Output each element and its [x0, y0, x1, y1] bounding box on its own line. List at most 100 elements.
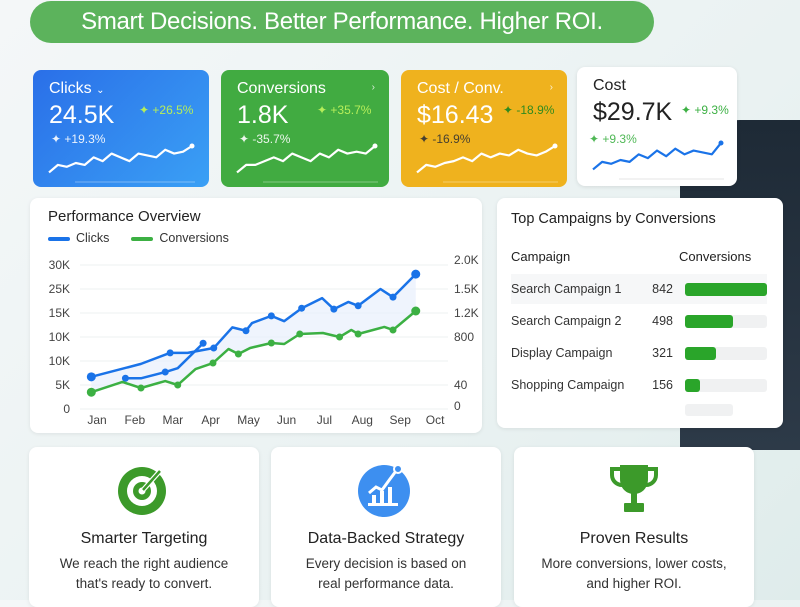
kpi-clicks[interactable]: Clicks ⌄ 24.5K ✦ +26.5% ✦ +19.3% — [33, 70, 209, 187]
x-axis-tick: Jul — [317, 413, 332, 427]
trophy-icon — [610, 465, 658, 512]
campaign-conversions: 321 — [652, 346, 673, 360]
conversion-bar — [685, 379, 701, 392]
data-point — [389, 293, 397, 301]
data-point — [354, 330, 362, 338]
feature-card-results: Proven Results More conversions, lower c… — [514, 447, 754, 607]
campaign-row[interactable]: Search Campaign 2 498 — [511, 306, 767, 336]
campaign-name: Search Campaign 1 — [511, 282, 622, 296]
kpi-delta: ✦ +9.3% — [681, 103, 729, 117]
kpi-value: $29.7K — [593, 98, 673, 126]
feature-card-targeting: Smarter Targeting We reach the right aud… — [29, 447, 259, 607]
chart-title: Performance Overview — [48, 208, 201, 225]
data-point — [411, 306, 421, 316]
feature-title: Smarter Targeting — [80, 530, 208, 547]
kpi-label: Clicks ⌄ — [49, 80, 105, 97]
x-axis-tick: Mar — [162, 413, 183, 427]
kpi-delta-secondary: ✦ +9.3% — [589, 132, 637, 146]
sparkline — [416, 143, 558, 183]
data-point — [174, 381, 182, 389]
kpi-label: Conversions — [237, 80, 326, 97]
legend-conversions: Conversions — [131, 231, 229, 245]
kpi-delta: ✦ -18.9% — [503, 103, 555, 117]
data-point — [121, 374, 129, 382]
series-line-clicks — [90, 273, 417, 379]
feature-description: We reach the right audience that's ready … — [59, 556, 229, 591]
data-point — [86, 387, 96, 397]
data-point — [242, 327, 250, 335]
column-header-conversions: Conversions — [679, 249, 752, 264]
table-title: Top Campaigns by Conversions — [511, 211, 716, 227]
data-point — [210, 344, 218, 352]
sparkline — [48, 143, 195, 183]
legend-clicks: Clicks — [48, 231, 109, 245]
sparkline-endpoint — [372, 143, 378, 149]
x-axis-tick: Feb — [125, 413, 146, 427]
feature-description: More conversions, lower costs, and higher… — [541, 556, 727, 591]
kpi-label: Cost — [593, 77, 626, 94]
feature-title: Proven Results — [579, 530, 689, 547]
feature-card-strategy: Data-Backed Strategy Every decision is b… — [271, 447, 501, 607]
sparkline-endpoint — [718, 140, 724, 146]
chevron-right-icon[interactable]: › — [549, 82, 553, 93]
kpi-cost[interactable]: Cost $29.7K ✦ +9.3% ✦ +9.3% — [577, 67, 737, 186]
data-point — [267, 312, 275, 320]
data-point — [86, 372, 96, 382]
performance-overview-card: Performance Overview Clicks Conversions … — [30, 198, 482, 433]
data-point — [389, 326, 397, 334]
kpi-delta-secondary: ✦ -16.9% — [419, 132, 471, 146]
left-axis-tick: 15K — [49, 306, 70, 320]
kpi-value: 1.8K — [237, 101, 289, 129]
kpi-delta: ✦ +35.7% — [317, 103, 372, 117]
campaign-name: Display Campaign — [511, 346, 613, 360]
x-axis-tick: May — [237, 413, 260, 427]
conversion-bar — [685, 283, 767, 296]
left-axis-tick: 5K — [55, 378, 70, 392]
campaign-name: Shopping Campaign — [511, 378, 625, 392]
campaign-row[interactable]: Shopping Campaign 156 — [511, 370, 767, 400]
conversion-bar-track — [685, 315, 767, 328]
sparkline-line — [236, 145, 376, 174]
campaign-conversions: 156 — [652, 378, 673, 392]
data-point — [234, 350, 242, 358]
kpi-delta-secondary: ✦ -35.7% — [239, 132, 291, 146]
x-axis-tick: Oct — [426, 413, 445, 427]
left-axis-tick: 10K — [49, 330, 70, 344]
conversion-bar — [685, 347, 717, 360]
data-point — [199, 339, 207, 347]
kpi-value: $16.43 — [417, 101, 494, 129]
data-point — [411, 269, 421, 279]
data-point — [336, 333, 344, 341]
left-axis-tick: 10K — [49, 354, 70, 368]
kpi-value: 24.5K — [49, 101, 115, 129]
sparkline-line — [592, 142, 722, 171]
growth-chart-icon — [358, 464, 410, 517]
x-axis-tick: Jan — [87, 413, 106, 427]
feature-title: Data-Backed Strategy — [307, 530, 465, 547]
sparkline — [236, 143, 378, 183]
campaign-conversions: 498 — [652, 314, 673, 328]
kpi-cost-per-conversion[interactable]: Cost / Conv. › $16.43 ✦ -18.9% ✦ -16.9% — [401, 70, 567, 187]
left-axis-tick: 25K — [49, 282, 70, 296]
x-axis-tick: Jun — [277, 413, 296, 427]
data-point — [296, 330, 304, 338]
x-axis-tick: Aug — [352, 413, 373, 427]
x-axis-tick: Apr — [201, 413, 220, 427]
data-point — [166, 349, 174, 357]
column-header-campaign: Campaign — [511, 249, 571, 264]
sparkline-line — [416, 145, 556, 174]
data-point — [209, 359, 217, 367]
right-axis-tick: 2.0K — [454, 253, 479, 267]
kpi-conversions[interactable]: Conversions › 1.8K ✦ +35.7% ✦ -35.7% — [221, 70, 389, 187]
campaign-row[interactable]: Display Campaign 321 — [511, 338, 767, 368]
data-point — [161, 368, 169, 376]
conversion-bar — [685, 315, 734, 328]
top-campaigns-card: Top Campaigns by Conversions Campaign Co… — [497, 198, 783, 428]
right-axis-tick: 800 — [454, 330, 474, 344]
campaign-row[interactable]: Search Campaign 1 842 — [511, 274, 767, 304]
feature-description: Every decision is based on real performan… — [305, 556, 467, 591]
conversion-bar-track — [685, 379, 767, 392]
sparkline-line — [48, 145, 193, 174]
campaign-conversions: 842 — [652, 282, 673, 296]
chevron-right-icon[interactable]: › — [371, 82, 375, 93]
